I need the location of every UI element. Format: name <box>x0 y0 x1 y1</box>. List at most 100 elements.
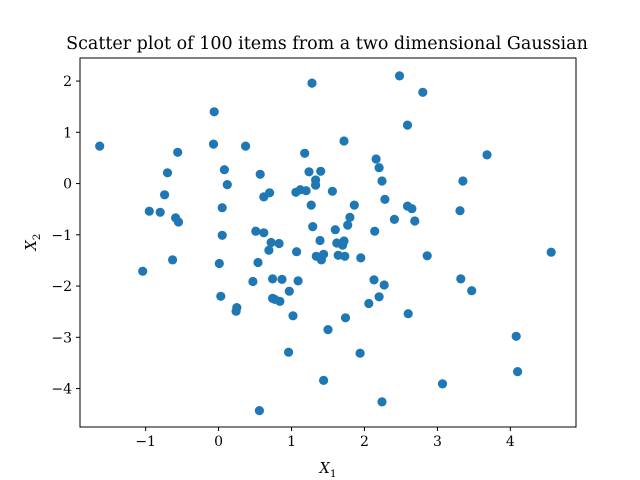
data-point <box>377 176 387 186</box>
data-point <box>456 274 466 284</box>
data-point <box>251 226 261 236</box>
x-tick-label: 0 <box>214 434 223 450</box>
x-tick-label: 3 <box>433 434 442 450</box>
data-point <box>214 258 224 269</box>
data-point <box>216 291 226 301</box>
data-point <box>349 200 359 210</box>
data-point <box>315 235 325 246</box>
data-point <box>265 188 275 198</box>
data-point <box>248 276 258 287</box>
data-point <box>371 154 381 164</box>
data-point <box>403 309 413 319</box>
data-point <box>308 222 318 232</box>
y-tick-label: −4 <box>51 382 72 398</box>
data-point <box>467 286 477 296</box>
data-point <box>402 120 413 130</box>
data-point <box>458 176 468 186</box>
data-point <box>292 247 302 257</box>
data-point <box>173 147 183 157</box>
data-point <box>410 216 420 226</box>
data-point <box>327 186 337 196</box>
chart-title: Scatter plot of 100 items from a two dim… <box>66 34 588 54</box>
data-point <box>307 78 317 88</box>
data-point <box>259 228 269 238</box>
y-axis-label-subscript: 2 <box>31 233 43 240</box>
plot-area <box>79 57 577 428</box>
data-point <box>319 249 329 259</box>
data-point <box>389 214 399 224</box>
y-tick-label: −1 <box>51 228 72 244</box>
data-point <box>217 203 227 213</box>
x-axis-ticks: −1 0 1 2 3 4 <box>135 427 515 450</box>
axes-frame <box>79 57 577 428</box>
x-tick-label: 1 <box>287 434 296 450</box>
data-point <box>144 206 154 216</box>
data-point <box>208 139 219 149</box>
data-point <box>343 220 353 230</box>
axes-background <box>80 58 576 427</box>
data-point <box>340 251 350 261</box>
data-point <box>374 292 384 302</box>
data-point <box>323 325 333 335</box>
y-tick-label: 2 <box>63 74 72 90</box>
data-point <box>209 107 219 117</box>
data-point <box>345 212 355 222</box>
data-point <box>339 236 349 246</box>
data-point <box>306 200 316 210</box>
data-point <box>300 148 310 158</box>
y-axis-label: X2 <box>24 233 43 251</box>
data-point <box>217 230 227 240</box>
data-point <box>394 71 405 81</box>
points-layer <box>95 71 556 416</box>
y-axis-label-main: X <box>24 240 40 252</box>
data-point <box>311 180 321 190</box>
data-point <box>407 204 417 214</box>
x-axis-label-subscript: 1 <box>330 468 337 480</box>
data-point <box>95 141 105 151</box>
data-point <box>288 311 298 321</box>
data-point <box>155 207 165 217</box>
data-point <box>316 166 326 176</box>
data-point <box>254 406 264 416</box>
data-point <box>482 150 492 160</box>
data-point <box>274 238 284 249</box>
x-tick-label: −1 <box>135 434 156 450</box>
data-point <box>284 347 294 357</box>
data-point <box>304 167 314 177</box>
data-point <box>266 237 276 248</box>
data-point <box>377 397 387 407</box>
data-point <box>168 255 178 265</box>
data-point <box>173 217 184 227</box>
data-point <box>340 313 351 323</box>
data-point <box>293 276 303 286</box>
data-point <box>275 296 285 306</box>
data-point <box>319 375 329 385</box>
data-point <box>253 257 263 268</box>
data-point <box>355 348 365 358</box>
data-point <box>455 206 465 216</box>
y-tick-label: −3 <box>51 330 72 346</box>
y-tick-label: 1 <box>63 125 72 141</box>
data-point <box>369 275 379 285</box>
data-point <box>277 274 287 284</box>
x-axis-label-main: X <box>318 461 330 477</box>
data-point <box>437 379 448 389</box>
data-point <box>379 280 389 290</box>
data-point <box>255 169 265 179</box>
data-point <box>264 245 274 255</box>
x-axis-label: X1 <box>318 461 336 480</box>
data-point <box>418 87 428 97</box>
data-point <box>364 298 374 309</box>
data-point <box>301 186 311 196</box>
data-point <box>513 367 523 377</box>
y-tick-label: −2 <box>51 279 72 295</box>
data-point <box>374 163 384 173</box>
data-point <box>138 266 148 276</box>
data-point <box>268 274 278 284</box>
data-point <box>546 247 556 257</box>
data-point <box>422 251 432 261</box>
data-point <box>162 168 173 178</box>
data-point <box>356 253 366 263</box>
data-point <box>232 303 242 313</box>
